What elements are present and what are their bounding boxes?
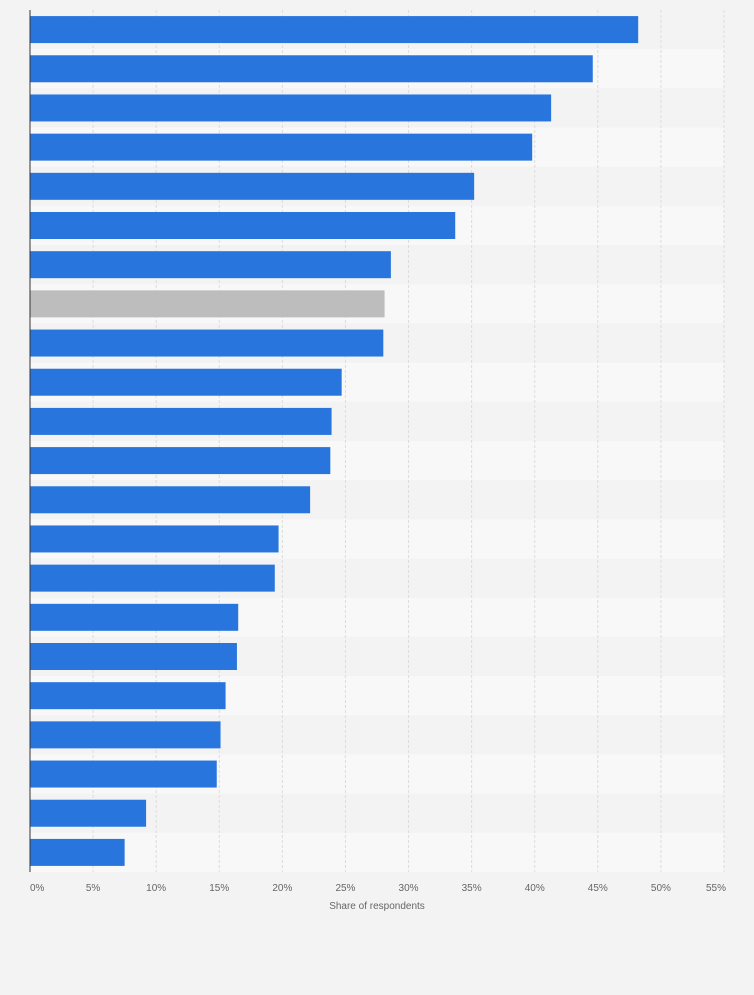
bar[interactable] bbox=[30, 212, 456, 239]
x-tick-label: 15% bbox=[209, 883, 229, 894]
x-tick-label: 20% bbox=[272, 883, 292, 894]
bar[interactable] bbox=[30, 760, 217, 788]
x-tick-label: 25% bbox=[335, 883, 355, 894]
bar[interactable] bbox=[30, 525, 279, 553]
bar[interactable] bbox=[30, 407, 332, 435]
bars bbox=[30, 16, 639, 866]
bar[interactable] bbox=[30, 799, 147, 827]
gridlines bbox=[92, 10, 725, 872]
bar[interactable] bbox=[30, 133, 533, 161]
x-axis-title: Share of respondents bbox=[329, 901, 425, 912]
bar[interactable] bbox=[30, 290, 385, 318]
x-tick-label: 0% bbox=[30, 883, 45, 894]
bar[interactable] bbox=[30, 329, 384, 357]
x-tick-label: 35% bbox=[462, 883, 482, 894]
bar[interactable] bbox=[30, 721, 221, 749]
bar[interactable] bbox=[30, 251, 391, 279]
x-tick-label: 10% bbox=[146, 883, 166, 894]
bar[interactable] bbox=[30, 682, 226, 710]
bar[interactable] bbox=[30, 172, 475, 200]
x-tick-label: 5% bbox=[86, 883, 101, 894]
x-tick-label: 55% bbox=[706, 883, 726, 894]
bar[interactable] bbox=[30, 94, 552, 122]
bar[interactable] bbox=[30, 368, 342, 396]
bar[interactable] bbox=[30, 643, 237, 670]
bar[interactable] bbox=[30, 55, 593, 83]
x-tick-label: 50% bbox=[651, 883, 671, 894]
x-tick-label: 30% bbox=[399, 883, 419, 894]
x-tick-label: 45% bbox=[588, 883, 608, 894]
bar[interactable] bbox=[30, 486, 311, 514]
bar[interactable] bbox=[30, 838, 125, 866]
bar[interactable] bbox=[30, 564, 275, 592]
x-tick-label: 40% bbox=[525, 883, 545, 894]
row-band bbox=[30, 832, 724, 872]
bar[interactable] bbox=[30, 447, 331, 475]
bar[interactable] bbox=[30, 603, 239, 631]
x-axis-ticks: 0% 5% 10% 15% 20% 25% 30% 35% 40% 45% 50% 55% bbox=[30, 883, 726, 894]
bar[interactable] bbox=[30, 16, 639, 44]
